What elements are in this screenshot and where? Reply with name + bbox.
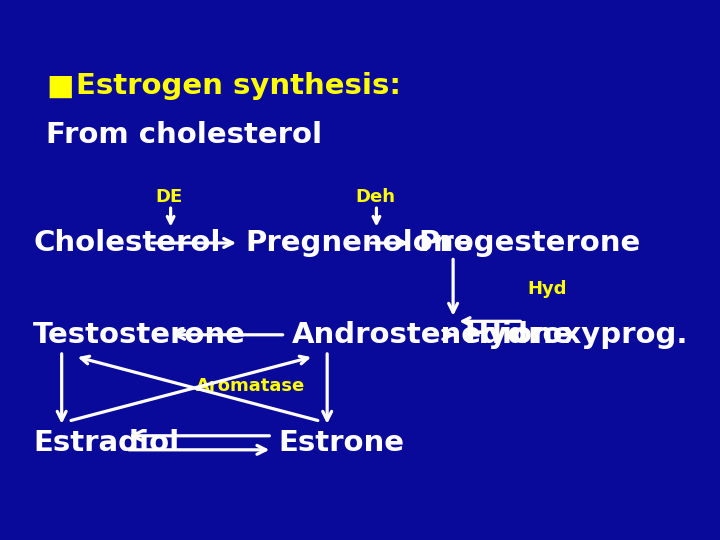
Text: Pregnenolone: Pregnenolone bbox=[246, 229, 474, 257]
Text: Cholesterol: Cholesterol bbox=[33, 229, 221, 257]
Text: Hydroxyprog.: Hydroxyprog. bbox=[464, 321, 688, 349]
Text: Deh: Deh bbox=[355, 188, 395, 206]
Text: Estrogen synthesis:: Estrogen synthesis: bbox=[76, 72, 401, 100]
Text: DE: DE bbox=[156, 188, 183, 206]
Text: Estradiol: Estradiol bbox=[33, 429, 179, 457]
Text: Hyd: Hyd bbox=[528, 280, 567, 298]
Text: Testosterone: Testosterone bbox=[33, 321, 246, 349]
Text: Androstenedione: Androstenedione bbox=[292, 321, 574, 349]
Text: Aromatase: Aromatase bbox=[196, 377, 305, 395]
Text: Progesterone: Progesterone bbox=[418, 229, 641, 257]
Text: ■: ■ bbox=[47, 72, 74, 100]
Text: From cholesterol: From cholesterol bbox=[47, 121, 323, 149]
Text: Estrone: Estrone bbox=[279, 429, 405, 457]
